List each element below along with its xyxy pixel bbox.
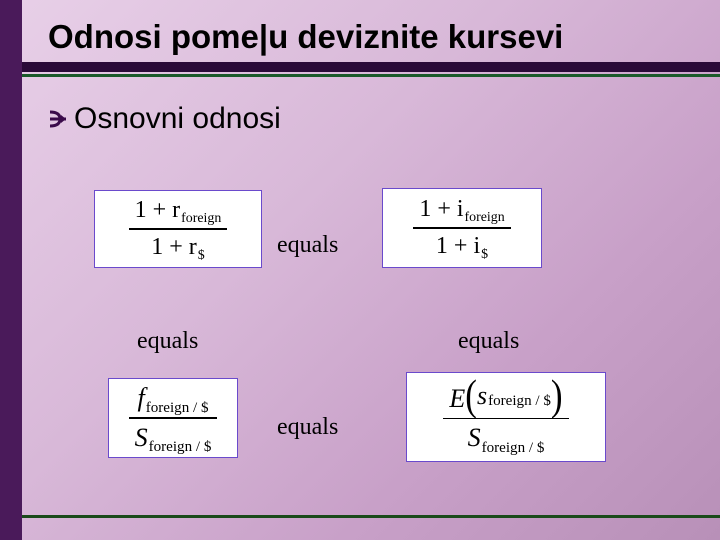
- left-accent-band: [0, 0, 22, 540]
- inner-var: s: [477, 381, 487, 411]
- formula-expected-s: E ( s foreign / $ ) S foreign / $: [406, 372, 606, 462]
- num-text: 1 + i: [419, 196, 463, 223]
- subtitle-text: Osnovni odnosi: [74, 102, 281, 136]
- num-sub: foreign / $: [146, 400, 209, 417]
- formula-r-ratio: 1 + r foreign 1 + r $: [94, 190, 262, 268]
- num-func: E: [449, 384, 465, 414]
- den-text: 1 + i: [436, 233, 480, 260]
- footer-rule: [22, 515, 720, 518]
- open-paren: (: [465, 378, 477, 413]
- fraction-bar: [443, 418, 568, 420]
- inner-sub: foreign / $: [488, 393, 551, 410]
- fraction-bar: [413, 227, 510, 229]
- slide: Odnosi pome|u deviznite kursevi Osnovni …: [0, 0, 720, 540]
- den-sub: foreign / $: [149, 439, 212, 456]
- formula-i-ratio: 1 + i foreign 1 + i $: [382, 188, 542, 268]
- den-sub: foreign / $: [482, 440, 545, 457]
- equals-label-left: equals: [137, 328, 198, 355]
- den-var: S: [468, 423, 481, 453]
- num-text: 1 + r: [135, 197, 181, 224]
- num-sub: foreign: [181, 211, 221, 227]
- num-var: f: [137, 383, 144, 413]
- fraction-bar: [129, 228, 228, 230]
- den-text: 1 + r: [151, 234, 197, 261]
- equals-label-right: equals: [458, 328, 519, 355]
- den-sub: $: [481, 247, 488, 263]
- den-sub: $: [198, 248, 205, 264]
- formula-f-over-s: f foreign / $ S foreign / $: [108, 378, 238, 458]
- slide-title: Odnosi pome|u deviznite kursevi: [48, 18, 563, 56]
- num-sub: foreign: [465, 210, 505, 226]
- supset-arrow-icon: [46, 108, 68, 130]
- den-var: S: [135, 423, 148, 453]
- equals-label-top: equals: [277, 232, 338, 259]
- subtitle-row: Osnovni odnosi: [46, 102, 281, 136]
- close-paren: ): [551, 378, 563, 413]
- fraction-bar: [129, 417, 218, 419]
- equals-label-bottom: equals: [277, 414, 338, 441]
- title-underline: [22, 62, 720, 77]
